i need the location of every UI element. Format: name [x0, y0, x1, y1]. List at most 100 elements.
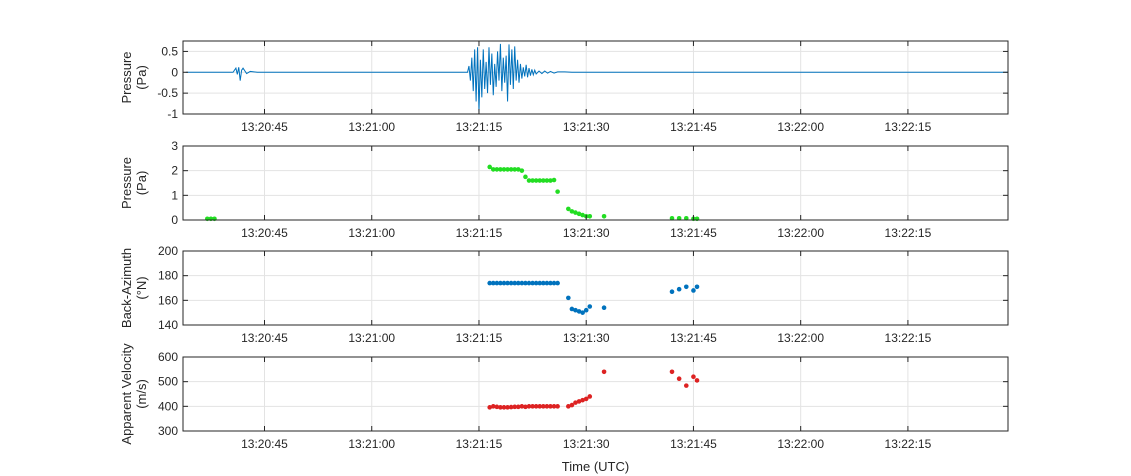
- data-point: [530, 178, 535, 183]
- data-point: [512, 280, 518, 286]
- y-axis-label-line: Apparent Velocity: [119, 343, 134, 445]
- data-point: [490, 404, 496, 409]
- data-point: [501, 167, 507, 172]
- y-axis-label-line: (Pa): [134, 65, 149, 90]
- data-point: [533, 404, 539, 409]
- data-point: [566, 295, 571, 301]
- data-point: [555, 280, 560, 286]
- data-point: [573, 400, 578, 405]
- y-axis-label: Pressure(Pa): [119, 51, 149, 103]
- y-tick-label: 3: [171, 139, 178, 153]
- data-point: [669, 369, 675, 375]
- data-point: [537, 178, 543, 183]
- data-point: [601, 369, 607, 375]
- y-tick-label: -1: [167, 107, 178, 121]
- y-tick-label: 600: [158, 350, 178, 364]
- data-point: [569, 209, 575, 214]
- data-point: [544, 404, 550, 409]
- data-point: [498, 280, 503, 286]
- x-tick-label: 13:22:00: [777, 331, 824, 345]
- data-point: [555, 404, 560, 409]
- data-point: [494, 280, 500, 286]
- y-axis-label: Apparent Velocity(m/s): [119, 343, 149, 445]
- data-point: [526, 404, 532, 409]
- data-point: [583, 307, 589, 313]
- x-tick-label: 13:21:15: [456, 437, 503, 451]
- data-point: [537, 280, 543, 286]
- data-point: [519, 404, 525, 409]
- data-point: [487, 405, 492, 410]
- data-point: [551, 404, 557, 409]
- data-point: [508, 404, 514, 410]
- data-point: [494, 167, 500, 172]
- data-point: [576, 309, 582, 314]
- data-point: [530, 280, 535, 286]
- x-tick-label: 13:21:00: [348, 437, 395, 451]
- data-point: [501, 280, 507, 286]
- data-point: [523, 174, 528, 180]
- data-point: [544, 178, 550, 183]
- plot-area: [183, 251, 1008, 325]
- data-point: [533, 178, 539, 183]
- x-tick-label: 13:20:45: [241, 331, 288, 345]
- data-point: [555, 189, 560, 194]
- x-tick-label: 13:22:15: [885, 331, 932, 345]
- axes-box: [182, 250, 1009, 326]
- data-point: [548, 404, 553, 409]
- data-point: [494, 404, 500, 410]
- data-point: [551, 177, 557, 183]
- axes-box: [182, 145, 1009, 221]
- x-tick-label: 13:22:00: [777, 226, 824, 240]
- data-point: [526, 178, 532, 183]
- y-axis-label-line: Back-Azimuth: [119, 248, 134, 328]
- y-tick-label: 300: [158, 424, 178, 438]
- data-point: [676, 286, 682, 292]
- data-point: [566, 404, 571, 409]
- x-tick-label: 13:21:15: [456, 226, 503, 240]
- data-point: [683, 215, 689, 221]
- y-tick-label: 140: [158, 318, 178, 332]
- x-tick-label: 13:22:00: [777, 437, 824, 451]
- data-point: [676, 215, 682, 221]
- data-point: [587, 304, 593, 309]
- x-tick-label: 13:21:00: [348, 120, 395, 134]
- x-axis-label: Time (UTC): [562, 459, 629, 474]
- x-tick-label: 13:21:45: [670, 331, 717, 345]
- data-point: [576, 399, 582, 404]
- y-tick-label: 1: [171, 188, 178, 202]
- data-point: [691, 374, 696, 380]
- data-point: [505, 280, 510, 286]
- data-point: [530, 404, 535, 409]
- x-tick-label: 13:22:15: [885, 120, 932, 134]
- data-point: [515, 280, 521, 286]
- data-point: [694, 378, 700, 383]
- data-point: [541, 404, 546, 409]
- data-point: [676, 376, 682, 382]
- x-tick-label: 13:21:45: [670, 226, 717, 240]
- data-point: [576, 211, 582, 217]
- data-point: [683, 284, 689, 290]
- x-tick-label: 13:20:45: [241, 120, 288, 134]
- data-point: [573, 307, 578, 313]
- x-tick-label: 13:21:30: [563, 120, 610, 134]
- data-point: [501, 405, 507, 410]
- data-point: [515, 404, 521, 410]
- data-point: [601, 214, 607, 219]
- panel-4: 300 400 500 600 13:20:45 13:21:00 13:21:15 13:2…: [119, 343, 1009, 474]
- data-point: [508, 167, 514, 172]
- axes-box: [182, 40, 1009, 115]
- x-tick-label: 13:20:45: [241, 437, 288, 451]
- data-point: [512, 167, 518, 172]
- data-point: [512, 404, 518, 410]
- y-axis-label: Back-Azimuth(°N): [119, 248, 149, 328]
- x-tick-label: 13:21:45: [670, 120, 717, 134]
- data-point: [505, 167, 510, 172]
- y-axis-label-line: Pressure: [119, 51, 134, 103]
- data-point: [523, 404, 528, 410]
- axes-box: [182, 356, 1009, 432]
- x-tick-label: 13:22:00: [777, 120, 824, 134]
- data-point: [587, 214, 593, 219]
- data-point: [583, 396, 589, 402]
- data-point: [566, 206, 571, 212]
